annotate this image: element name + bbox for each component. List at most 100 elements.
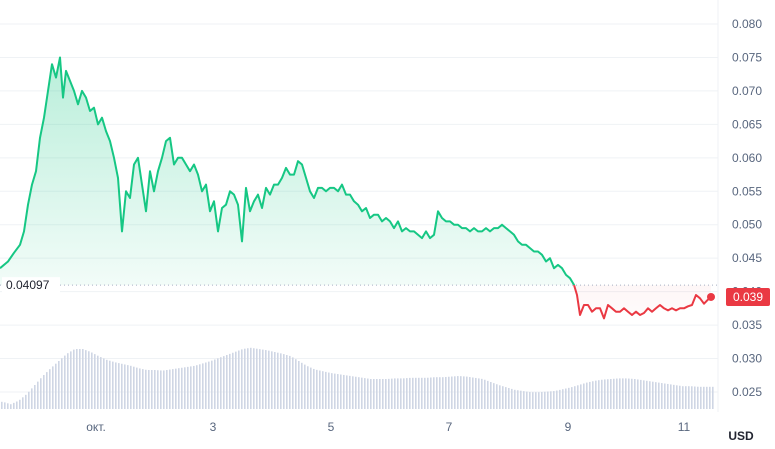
volume-bar bbox=[442, 377, 444, 409]
volume-bar bbox=[280, 353, 282, 409]
volume-bar bbox=[199, 364, 201, 409]
volume-bar bbox=[457, 376, 459, 409]
volume-bar bbox=[16, 401, 18, 409]
volume-bar bbox=[283, 354, 285, 409]
y-axis: 0.080 0.075 0.070 0.065 0.060 0.055 0.050 0.045… bbox=[717, 0, 762, 412]
volume-bar bbox=[481, 378, 483, 409]
volume-bar bbox=[88, 351, 90, 409]
volume-bar bbox=[58, 361, 60, 409]
volume-bar bbox=[391, 378, 393, 409]
volume-bar bbox=[358, 377, 360, 409]
volume-bar bbox=[631, 378, 633, 409]
volume-bar bbox=[601, 379, 603, 409]
volume-bar bbox=[325, 371, 327, 409]
volume-bar bbox=[472, 377, 474, 409]
volume-bar bbox=[1, 401, 3, 409]
volume-bar bbox=[130, 365, 132, 409]
volume-bar bbox=[418, 377, 420, 409]
volume-bar bbox=[289, 355, 291, 409]
x-tick-label: 3 bbox=[210, 420, 217, 434]
volume-bar bbox=[37, 381, 39, 409]
volume-bar bbox=[55, 363, 57, 409]
volume-bar bbox=[697, 386, 699, 409]
volume-bar bbox=[415, 377, 417, 409]
volume-bar bbox=[595, 380, 597, 409]
volume-bar bbox=[619, 378, 621, 409]
volume-bar bbox=[571, 387, 573, 409]
volume-bar bbox=[118, 363, 120, 409]
volume-bar bbox=[409, 377, 411, 409]
x-tick-label: 9 bbox=[565, 420, 572, 434]
volume-bar bbox=[712, 386, 714, 409]
volume-bar bbox=[355, 376, 357, 409]
volume-bar bbox=[328, 372, 330, 409]
volume-bar bbox=[547, 391, 549, 409]
x-tick-label: окт. bbox=[86, 420, 106, 434]
volume-bar bbox=[157, 370, 159, 409]
volume-bar bbox=[97, 355, 99, 409]
volume-bar bbox=[19, 399, 21, 409]
volume-bar bbox=[361, 377, 363, 409]
volume-bar bbox=[523, 391, 525, 409]
volume-bar bbox=[622, 378, 624, 409]
volume-bar bbox=[652, 381, 654, 409]
volume-bar bbox=[502, 386, 504, 409]
volume-bar bbox=[706, 386, 708, 409]
volume-bar bbox=[667, 383, 669, 409]
price-areas bbox=[0, 57, 711, 319]
volume-bar bbox=[202, 363, 204, 409]
volume-bar bbox=[628, 378, 630, 409]
volume-bar bbox=[310, 367, 312, 409]
volume-bar bbox=[187, 366, 189, 409]
y-tick-label: 0.045 bbox=[732, 251, 762, 265]
volume-bar bbox=[184, 367, 186, 409]
volume-bar bbox=[298, 361, 300, 409]
volume-bar bbox=[394, 378, 396, 409]
volume-bar bbox=[538, 392, 540, 409]
volume-bar bbox=[313, 368, 315, 409]
volume-bar bbox=[112, 361, 114, 409]
volume-bar bbox=[235, 351, 237, 409]
volume-bar bbox=[532, 392, 534, 409]
volume-bar bbox=[592, 381, 594, 409]
volume-bar bbox=[496, 384, 498, 409]
volume-bar bbox=[190, 366, 192, 409]
volume-bar bbox=[643, 380, 645, 409]
volume-bar bbox=[490, 382, 492, 409]
volume-bar bbox=[241, 349, 243, 409]
y-tick-label: 0.035 bbox=[732, 318, 762, 332]
volume-bar bbox=[223, 356, 225, 409]
volume-bar bbox=[580, 384, 582, 409]
y-tick-label: 0.030 bbox=[732, 352, 762, 366]
y-tick-label: 0.025 bbox=[732, 385, 762, 399]
currency-unit-label: USD bbox=[728, 429, 754, 443]
volume-bar bbox=[244, 348, 246, 409]
volume-bar bbox=[7, 403, 9, 409]
volume-bar bbox=[193, 365, 195, 409]
volume-bar bbox=[463, 376, 465, 409]
volume-bar bbox=[169, 369, 171, 409]
volume-bar bbox=[565, 388, 567, 409]
volume-bar bbox=[370, 379, 372, 409]
price-lines bbox=[0, 56, 712, 320]
volume-bar bbox=[334, 373, 336, 409]
volume-bar bbox=[466, 376, 468, 409]
volume-bar bbox=[685, 386, 687, 409]
x-tick-label: 11 bbox=[678, 420, 691, 434]
volume-bar bbox=[292, 357, 294, 409]
volume-bar bbox=[478, 378, 480, 409]
volume-bar bbox=[487, 380, 489, 409]
volume-bar bbox=[163, 370, 165, 409]
volume-bar bbox=[469, 377, 471, 409]
volume-bar bbox=[232, 352, 234, 409]
volume-bar bbox=[115, 362, 117, 409]
volume-bar bbox=[514, 389, 516, 409]
volume-bar bbox=[340, 374, 342, 409]
volume-bar bbox=[205, 362, 207, 409]
volume-bar bbox=[277, 352, 279, 409]
volume-bar bbox=[613, 378, 615, 409]
volume-bar bbox=[373, 379, 375, 409]
volume-bar bbox=[196, 365, 198, 409]
volume-bar bbox=[451, 376, 453, 409]
volume-bar bbox=[679, 385, 681, 409]
